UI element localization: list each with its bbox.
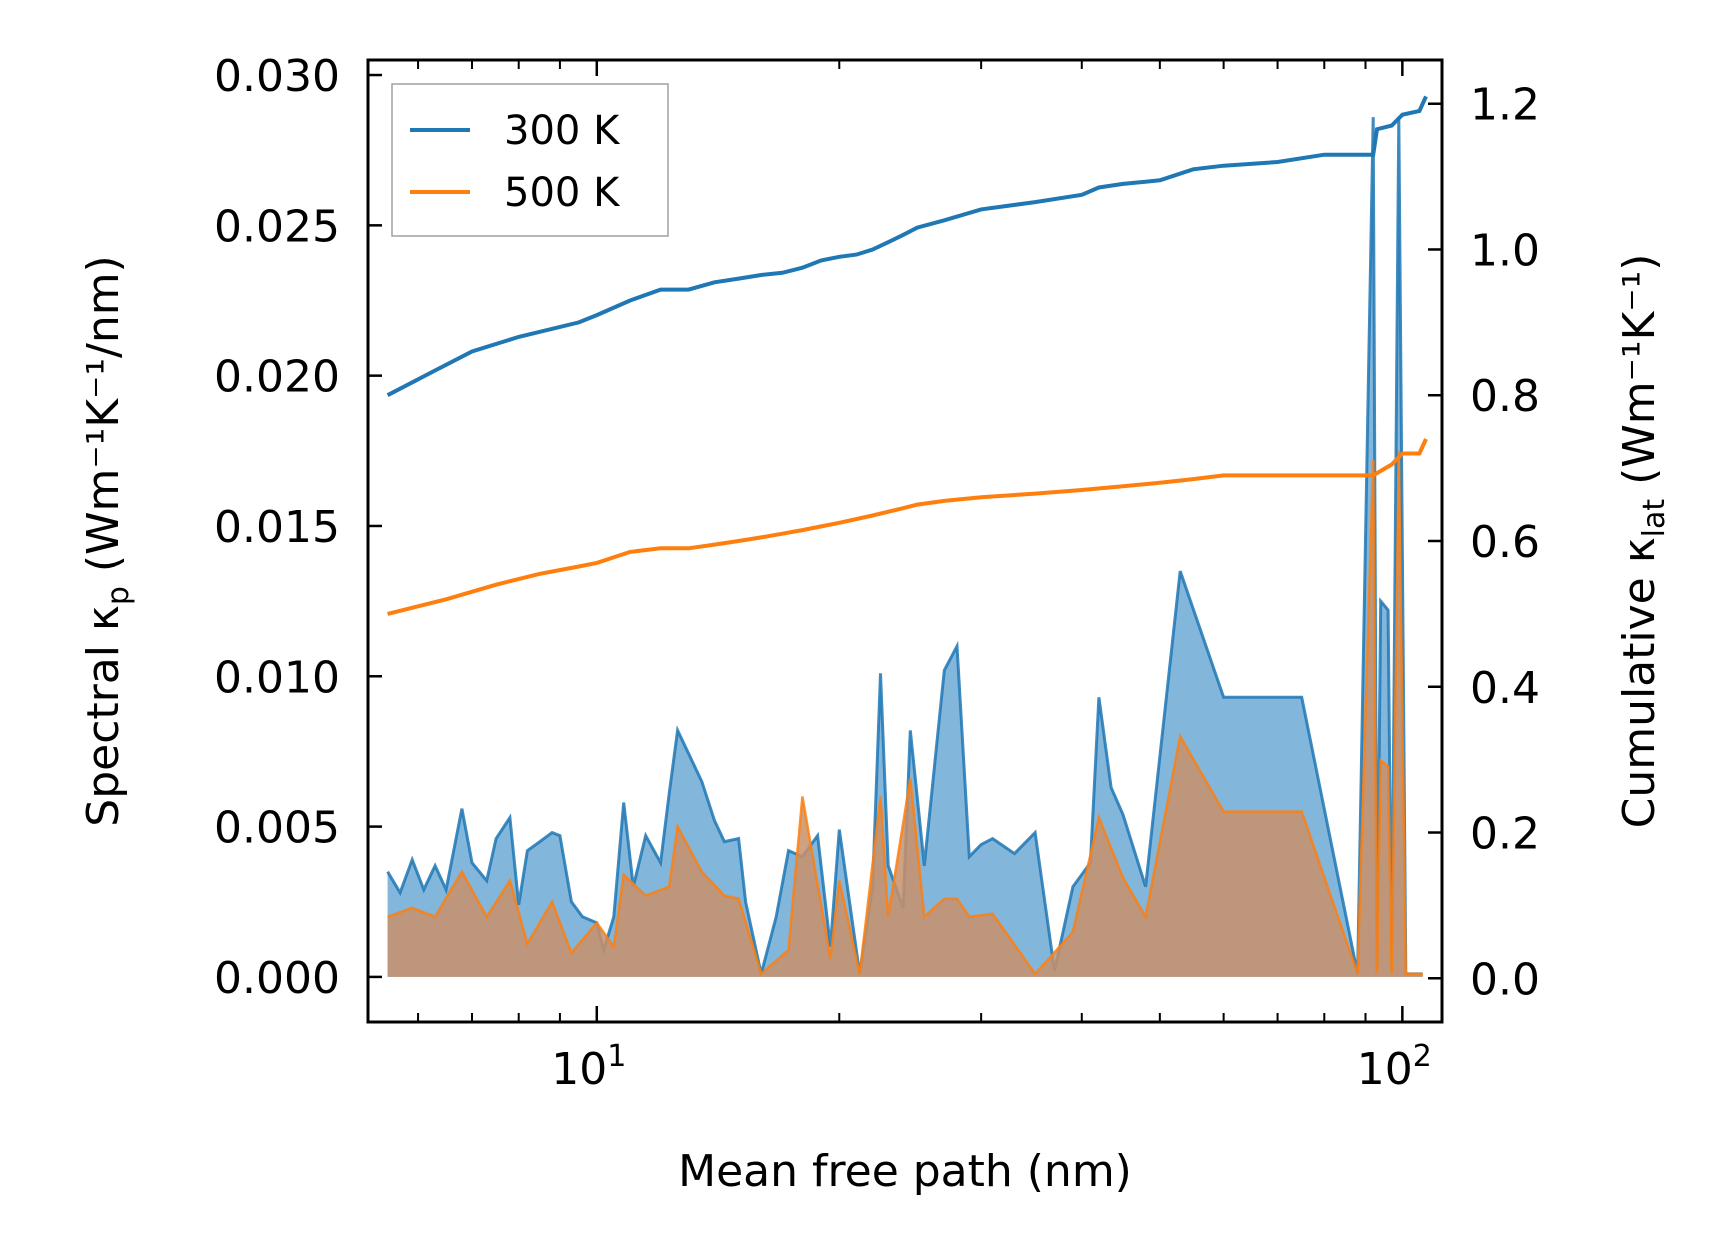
spectral-300k-line: [386, 117, 1423, 976]
x-tick-label: 101: [551, 1039, 626, 1095]
legend-label: 300 K: [504, 108, 621, 154]
y-axis-left-label: Spectral κp (Wm⁻¹K⁻¹/nm): [78, 255, 136, 826]
cumulative-line-layer: [386, 95, 1428, 616]
cumulative-300k-line: [386, 95, 1428, 397]
x-axis-label: Mean free path (nm): [678, 1146, 1132, 1197]
spectral-500k-fill: [387, 450, 1423, 977]
y-left-tick-label: 0.030: [214, 51, 340, 102]
spectral-fill-layer: [386, 117, 1423, 977]
legend-label: 500 K: [504, 170, 621, 216]
y-right-tick-label: 0.2: [1470, 809, 1540, 860]
y-left-tick-label: 0.005: [214, 803, 340, 854]
y-left-tick-label: 0.010: [214, 652, 340, 703]
y-right-tick-label: 0.0: [1470, 954, 1540, 1005]
y-left-tick-label: 0.000: [214, 953, 340, 1004]
y-right-tick-label: 0.8: [1470, 371, 1540, 422]
y-left-tick-label: 0.025: [214, 201, 340, 252]
y-right-tick-label: 1.0: [1470, 225, 1540, 276]
spectral-300k-fill: [387, 117, 1423, 977]
spectral-500k-line: [387, 450, 1423, 977]
y-right-tick-label: 1.2: [1470, 80, 1540, 131]
y-axis-right-label: Cumulative κlat (Wm⁻¹K⁻¹): [1614, 254, 1672, 829]
y-right-tick-label: 0.4: [1470, 663, 1540, 714]
y-left-tick-label: 0.015: [214, 502, 340, 553]
y-right-tick-label: 0.6: [1470, 517, 1540, 568]
legend-box: [391, 83, 669, 237]
axes-layer: 0.000 0.005 0.010 0.015 0.020 0.025 0.030 0.0 0.…: [214, 51, 1540, 1095]
legend: 300 K 500 K: [391, 83, 669, 237]
y-left-tick-label: 0.020: [214, 352, 340, 403]
cumulative-500k-line: [387, 438, 1428, 616]
x-tick-label: 102: [1357, 1039, 1432, 1095]
